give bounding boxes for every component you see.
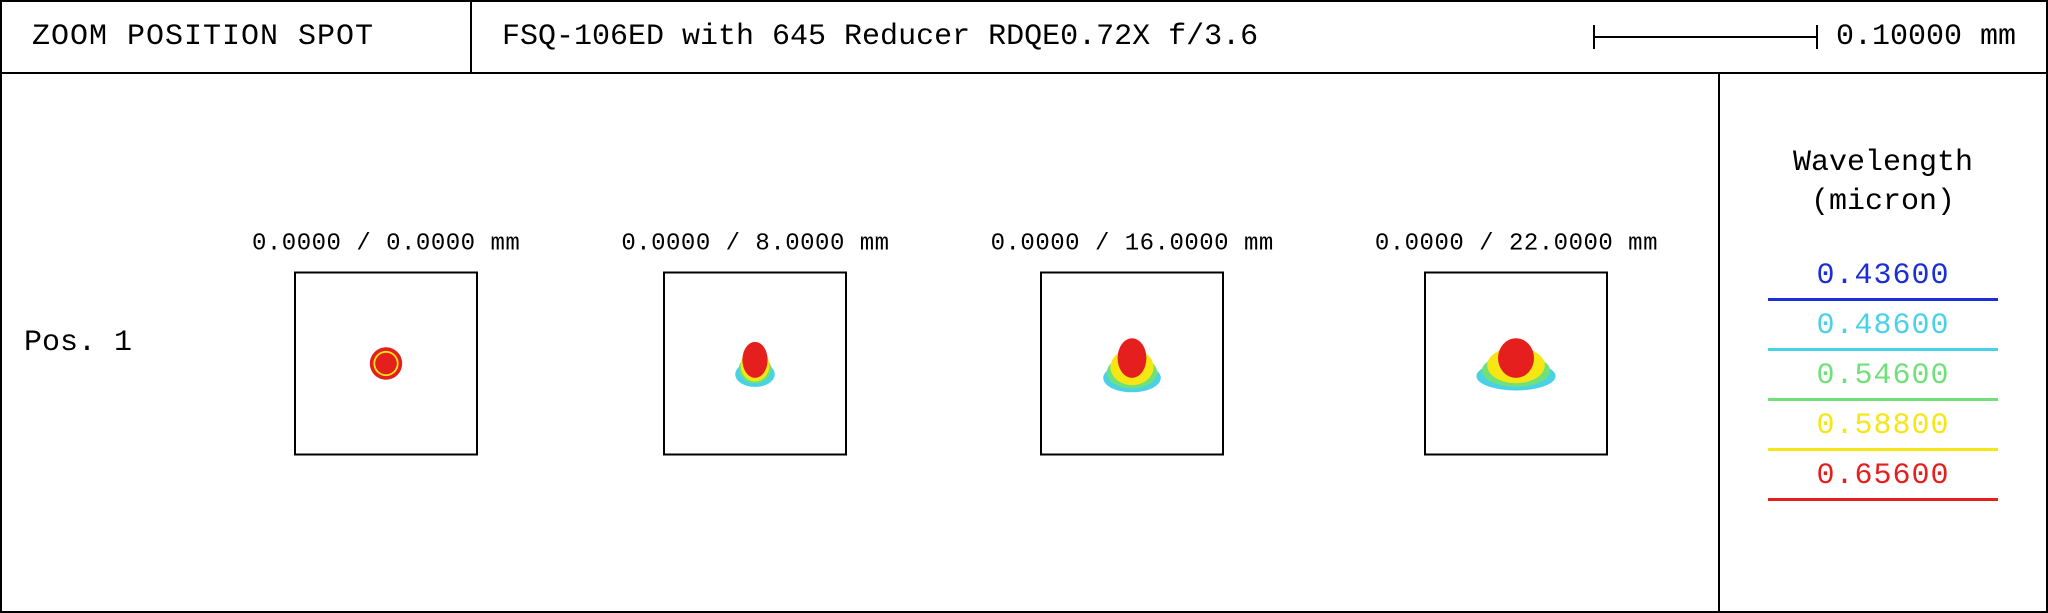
spot-cell: 0.0000 / 16.0000 mm [991,230,1274,455]
scale-bar [1593,25,1818,49]
scale-line [1593,36,1818,38]
spot-layer [1118,338,1147,378]
scale-label: 0.10000 mm [1836,20,2016,54]
spot-box [663,271,847,455]
legend-list: 0.43600 0.48600 0.54600 0.58800 0.65600 [1745,257,2021,501]
legend-item: 0.48600 [1768,307,1998,351]
header: ZOOM POSITION SPOT FSQ-106ED with 645 Re… [2,2,2046,74]
legend-item: 0.54600 [1768,357,1998,401]
spot-field-label: 0.0000 / 16.0000 mm [991,230,1274,257]
legend-area: Wavelength (micron) 0.43600 0.48600 0.5460… [1718,74,2046,611]
spot-cell: 0.0000 / 0.0000 mm [252,230,520,455]
header-left-cell: ZOOM POSITION SPOT [2,2,472,72]
header-right-cell: FSQ-106ED with 645 Reducer RDQE0.72X f/3… [472,2,2046,72]
spot-cell: 0.0000 / 8.0000 mm [621,230,889,455]
spot-layer [743,341,768,377]
spot-box [1424,271,1608,455]
spot-field-label: 0.0000 / 22.0000 mm [1375,230,1658,257]
legend-item: 0.43600 [1768,257,1998,301]
spot-box [294,271,478,455]
zoom-position-title: ZOOM POSITION SPOT [32,20,374,54]
spot-field-label: 0.0000 / 8.0000 mm [621,230,889,257]
spot-field-label: 0.0000 / 0.0000 mm [252,230,520,257]
spot-box [1040,271,1224,455]
spot-layer [375,352,397,374]
config-title: FSQ-106ED with 645 Reducer RDQE0.72X f/3… [502,20,1258,54]
spot-diagram-frame: ZOOM POSITION SPOT FSQ-106ED with 645 Re… [0,0,2048,613]
spots-row: 0.0000 / 0.0000 mm 0.0000 / 8.0000 mm 0.00… [252,230,1658,455]
spot-cell: 0.0000 / 22.0000 mm [1375,230,1658,455]
legend-title-1: Wavelength [1793,144,1973,183]
legend-title-2: (micron) [1811,183,1955,222]
legend-item: 0.65600 [1768,457,1998,501]
row-label: Pos. 1 [24,326,132,360]
scale-group: 0.10000 mm [1593,20,2016,54]
body: Pos. 1 0.0000 / 0.0000 mm 0.0000 / 8.0000… [2,74,2046,611]
legend-item: 0.58800 [1768,407,1998,451]
plot-area: Pos. 1 0.0000 / 0.0000 mm 0.0000 / 8.0000… [2,74,1718,611]
scale-tick-right [1816,25,1818,49]
